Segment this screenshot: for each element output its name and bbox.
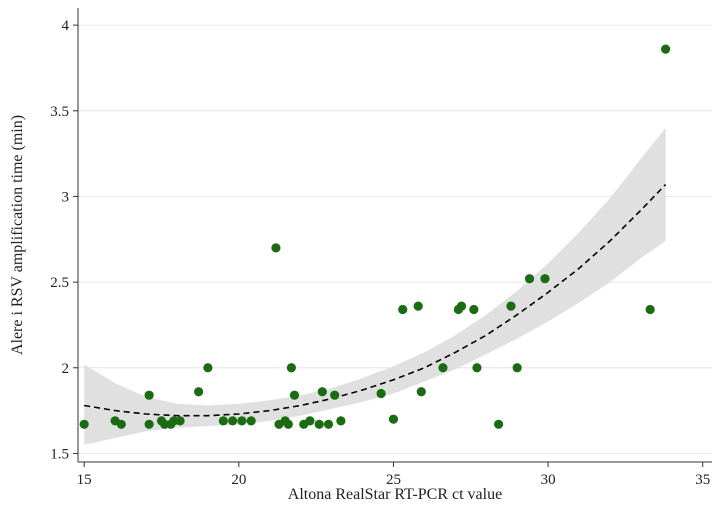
confidence-band xyxy=(84,127,666,445)
data-point xyxy=(289,390,300,400)
data-point xyxy=(398,304,408,315)
data-point xyxy=(506,301,516,311)
data-point xyxy=(330,390,340,400)
data-point xyxy=(144,419,154,429)
data-point xyxy=(645,304,655,315)
data-point xyxy=(323,419,334,429)
y-tick-label: 3.5 xyxy=(50,104,69,120)
data-point xyxy=(271,243,281,253)
data-point xyxy=(540,274,550,284)
tick-labels: 15 20 25 30 35 1.5 2 2.5 3 3.5 4 xyxy=(50,18,710,488)
data-point xyxy=(203,363,213,373)
data-point xyxy=(175,416,185,426)
data-point xyxy=(336,416,346,426)
y-tick-label: 4 xyxy=(62,18,70,34)
data-point xyxy=(283,419,293,429)
fit-line xyxy=(84,183,667,417)
data-point xyxy=(512,363,522,373)
data-point xyxy=(416,387,426,397)
data-point xyxy=(376,388,386,399)
data-point xyxy=(79,419,89,429)
data-point xyxy=(661,44,671,54)
data-point xyxy=(246,416,256,426)
data-point xyxy=(305,416,315,426)
data-point xyxy=(237,416,247,426)
data-point xyxy=(456,301,467,311)
data-point xyxy=(228,416,238,426)
x-tick-label: 35 xyxy=(695,472,710,488)
y-axis-title: Alere i RSV amplification time (min) xyxy=(9,115,26,355)
confidence-band-area xyxy=(84,127,666,445)
x-axis-title: Altona RealStar RT-PCR ct value xyxy=(288,486,502,503)
data-point xyxy=(144,390,154,400)
data-point xyxy=(388,414,399,424)
data-point xyxy=(469,304,479,315)
y-tick-label: 3 xyxy=(62,189,70,205)
y-tick-label: 2 xyxy=(62,361,70,377)
data-point xyxy=(472,363,482,373)
axes xyxy=(73,8,712,467)
data-point xyxy=(166,419,176,429)
data-points xyxy=(79,44,671,429)
data-point xyxy=(314,419,324,429)
data-point xyxy=(438,363,448,373)
data-point xyxy=(286,363,296,373)
fitted-curve xyxy=(84,183,667,417)
data-point xyxy=(524,274,535,284)
data-point xyxy=(494,419,504,429)
y-tick-label: 2.5 xyxy=(50,275,69,291)
data-point xyxy=(194,387,204,397)
data-point xyxy=(317,387,327,397)
x-tick-label: 15 xyxy=(77,472,92,488)
x-tick-label: 30 xyxy=(541,472,556,488)
x-tick-label: 25 xyxy=(386,472,401,488)
data-point xyxy=(413,301,423,311)
data-point xyxy=(218,416,228,426)
grid-lines xyxy=(78,24,712,454)
data-point xyxy=(116,419,126,429)
x-tick-label: 20 xyxy=(231,472,246,488)
y-tick-label: 1.5 xyxy=(50,446,69,462)
